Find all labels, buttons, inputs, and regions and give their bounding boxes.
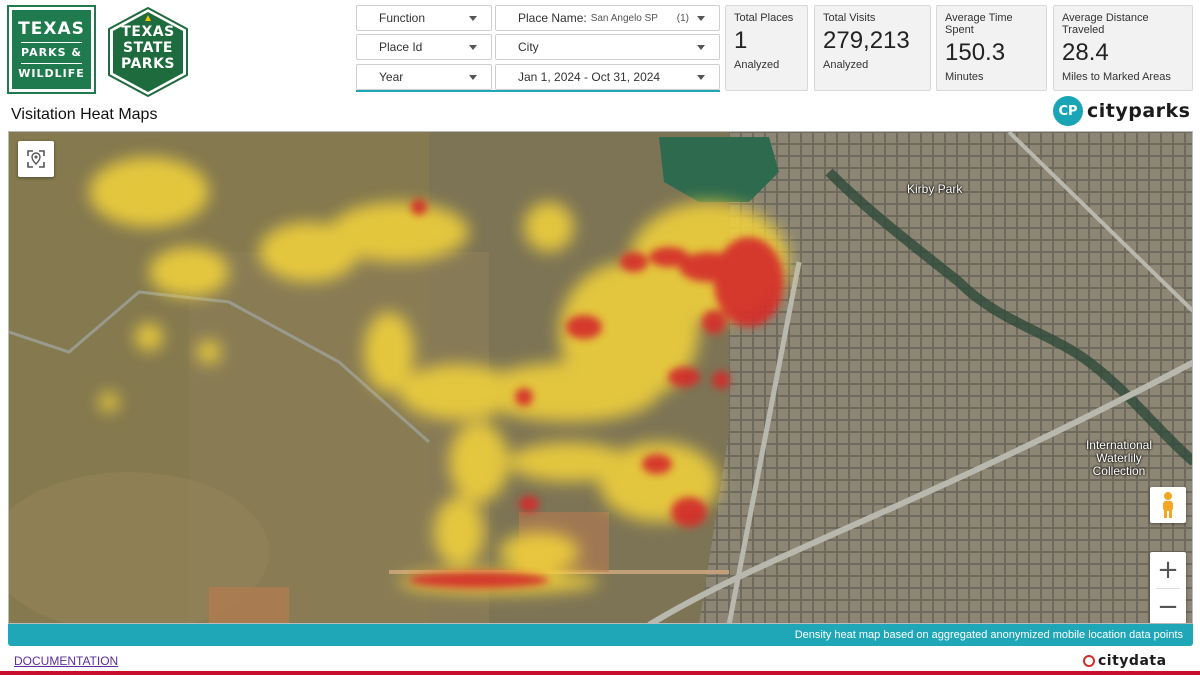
kpi-title: Average Distance Traveled	[1062, 12, 1149, 36]
kpi-subtitle: Minutes	[945, 71, 984, 83]
zoom-control: + −	[1150, 552, 1186, 623]
kpi-subtitle: Analyzed	[734, 59, 780, 71]
kpi-title: Total Places	[734, 12, 794, 24]
chevron-down-icon	[697, 45, 705, 50]
date-range-value: Jan 1, 2024 - Oct 31, 2024	[518, 70, 661, 84]
date-range-picker[interactable]: Jan 1, 2024 - Oct 31, 2024	[495, 64, 720, 90]
tsp-hexagon-shape	[108, 6, 188, 98]
kpi-subtitle: Miles to Marked Areas	[1062, 71, 1171, 83]
kpi-value: 279,213	[823, 27, 910, 54]
tpw-logo-line3: WILDLIFE	[18, 66, 85, 80]
cityparks-badge: CP	[1053, 96, 1083, 126]
map-label-waterlily: International Waterlily Collection	[1085, 438, 1153, 478]
citydata-name: citydata	[1098, 653, 1167, 669]
year-label: Year	[379, 70, 404, 84]
chevron-down-icon	[697, 75, 705, 80]
tsp-line2: STATE	[123, 40, 173, 56]
texas-state-parks-logo: TEXAS STATE PARKS	[107, 6, 189, 98]
citydata-logo: citydata	[1083, 653, 1167, 669]
tsp-line1: TEXAS	[121, 24, 175, 40]
city-label: City	[518, 40, 539, 54]
zoom-out-button[interactable]: −	[1157, 592, 1179, 622]
heat-layer-high	[409, 199, 784, 588]
place-name-value: San Angelo SP	[590, 12, 658, 24]
kpi-value: 150.3	[945, 39, 1006, 66]
zoom-divider	[1156, 588, 1180, 589]
kpi-value: 1	[734, 27, 748, 54]
heat-layer-low	[89, 157, 789, 594]
satellite-imagery	[9, 132, 1192, 623]
tpw-logo: TEXAS PARKS & WILDLIFE	[7, 5, 96, 94]
chevron-down-icon	[469, 75, 477, 80]
kpi-subtitle: Analyzed	[823, 59, 869, 71]
locate-button[interactable]	[18, 141, 54, 177]
kpi-card-avg-time: Average Time Spent 150.3 Minutes	[936, 5, 1047, 91]
function-dropdown-label: Function	[379, 11, 426, 25]
tpw-logo-line1: TEXAS	[18, 18, 85, 39]
citydata-mark-icon	[1083, 655, 1095, 667]
page-title: Visitation Heat Maps	[11, 106, 158, 123]
footer-accent-line	[0, 671, 1200, 675]
place-id-label: Place Id	[379, 40, 423, 54]
zoom-in-button[interactable]: +	[1157, 555, 1179, 585]
map-caption: Density heat map based on aggregated ano…	[8, 624, 1193, 646]
cityparks-name: cityparks	[1087, 100, 1191, 122]
location-pin-icon	[27, 150, 45, 168]
city-dropdown[interactable]: City	[495, 34, 720, 60]
function-dropdown[interactable]: Function	[356, 5, 492, 31]
place-name-label: Place Name:	[518, 11, 587, 25]
place-name-count: (1)	[676, 13, 689, 24]
cityparks-logo: CP cityparks	[1053, 96, 1190, 126]
kpi-card-total-visits: Total Visits 279,213 Analyzed	[814, 5, 931, 91]
kpi-value: 28.4	[1062, 39, 1109, 66]
tpw-logo-line2: PARKS &	[21, 41, 82, 64]
chevron-down-icon	[469, 45, 477, 50]
place-id-dropdown[interactable]: Place Id	[356, 34, 492, 60]
heat-map[interactable]: Kirby Park International Waterlily Colle…	[8, 131, 1193, 624]
filter-panel: Function Place Name: San Angelo SP (1) P…	[356, 5, 720, 93]
kpi-card-total-places: Total Places 1 Analyzed	[725, 5, 808, 91]
year-dropdown[interactable]: Year	[356, 64, 492, 90]
kpi-title: Average Time Spent	[945, 12, 1013, 36]
documentation-link[interactable]: DOCUMENTATION	[14, 654, 119, 668]
kpi-card-avg-distance: Average Distance Traveled 28.4 Miles to …	[1053, 5, 1193, 91]
filter-underline	[356, 90, 720, 92]
map-label-kirby-park: Kirby Park	[907, 182, 963, 196]
kpi-title: Total Visits	[823, 12, 876, 24]
place-name-dropdown[interactable]: Place Name: San Angelo SP (1)	[495, 5, 720, 31]
chevron-down-icon	[697, 16, 705, 21]
street-view-pegman[interactable]	[1150, 487, 1186, 523]
tsp-line3: PARKS	[120, 56, 176, 72]
pegman-icon	[1163, 492, 1173, 518]
chevron-down-icon	[469, 16, 477, 21]
